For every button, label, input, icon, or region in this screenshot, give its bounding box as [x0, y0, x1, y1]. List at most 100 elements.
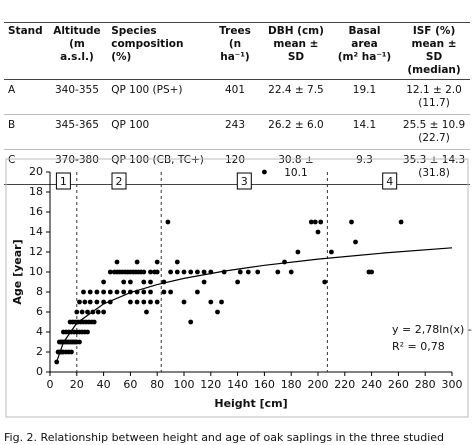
- x-tick-label: 180: [281, 378, 302, 391]
- header-cell: Stand: [4, 22, 47, 80]
- cell-line: 12.1 ± 2.0: [406, 84, 462, 96]
- point: [101, 309, 106, 315]
- chart-frame: [5, 158, 469, 418]
- cell-line: Trees: [219, 25, 251, 37]
- point: [107, 289, 113, 295]
- point: [154, 269, 160, 275]
- cell-line: (m a.s.l.): [60, 38, 94, 63]
- y-tick-label: 16: [29, 205, 43, 218]
- table-cell: 19.1: [330, 79, 399, 115]
- cell-line: composition (%): [111, 38, 184, 63]
- point: [174, 259, 180, 265]
- point: [54, 359, 60, 365]
- r-squared: R² = 0,78: [392, 340, 445, 353]
- cell-line: (m² ha⁻¹): [337, 51, 392, 63]
- point: [174, 269, 180, 275]
- point: [79, 309, 85, 315]
- point: [85, 329, 90, 335]
- point: [349, 219, 354, 225]
- table-cell: QP 100 (PS+): [107, 79, 209, 115]
- point: [161, 289, 167, 295]
- point: [121, 289, 127, 295]
- x-tick-label: 240: [361, 378, 382, 391]
- region-box: [236, 172, 252, 190]
- cell-line: 30.8 ± 10.1: [278, 154, 314, 179]
- cell-line: mean ± SD: [411, 38, 457, 63]
- point: [154, 299, 160, 305]
- point: [288, 269, 294, 275]
- point: [101, 289, 106, 295]
- y-tick-label: 18: [29, 185, 43, 198]
- cell-line: B: [8, 119, 16, 131]
- point: [114, 259, 120, 265]
- table-cell: 14.1: [330, 114, 399, 150]
- y-tick-label: 6: [36, 305, 43, 318]
- point: [87, 299, 93, 305]
- point: [101, 279, 106, 285]
- x-tick-label: 260: [388, 378, 409, 391]
- point: [208, 299, 214, 305]
- cell-line: 370-380: [55, 154, 99, 166]
- header-cell: Trees (n ha⁻¹): [208, 22, 262, 80]
- point: [255, 269, 261, 275]
- cell-line: Altitude: [53, 25, 101, 37]
- cell-line: 243: [224, 119, 245, 131]
- cell-line: 14.1: [352, 119, 377, 131]
- cell-line: 25.5 ± 10.9: [402, 119, 466, 131]
- point: [315, 229, 321, 235]
- cell-line: 35.3 ± 14.3: [402, 154, 466, 166]
- y-tick-label: 20: [29, 165, 43, 178]
- cell-line: 120: [224, 154, 245, 166]
- cell-line: (22.7): [418, 132, 450, 144]
- point: [87, 289, 93, 295]
- x-tick-label: 200: [308, 378, 329, 391]
- point: [127, 279, 133, 285]
- y-tick-label: 2: [36, 345, 43, 358]
- cell-line: 9.3: [356, 154, 373, 166]
- table-cell: 345-365: [46, 114, 108, 150]
- region-label: 4: [386, 175, 393, 188]
- region-label: 3: [241, 175, 248, 188]
- region-box: [55, 172, 71, 190]
- table-row: B 345-365 QP 100 243 26.2 ± 6.0 14.1 25.5 ± 10…: [4, 114, 470, 150]
- point: [141, 279, 147, 285]
- point: [81, 289, 86, 295]
- header-row: Stand Altitude (m a.s.l.) Species compositio…: [4, 22, 470, 80]
- region-box: [382, 172, 398, 190]
- point: [121, 279, 127, 285]
- point: [369, 269, 374, 275]
- table-cell: 243: [208, 114, 262, 150]
- point: [235, 279, 241, 285]
- point: [312, 219, 318, 225]
- point: [148, 289, 153, 295]
- cell-line: (n ha⁻¹): [220, 38, 250, 63]
- point: [318, 219, 324, 225]
- point: [165, 219, 171, 225]
- point: [245, 269, 251, 275]
- x-tick-label: 300: [442, 378, 463, 391]
- point: [141, 299, 147, 305]
- point: [262, 169, 267, 175]
- cell-line: 401: [224, 84, 245, 96]
- table-cell: 26.2 ± 6.0: [261, 114, 331, 150]
- header-cell: Species composition (%): [107, 22, 209, 80]
- cell-line: C: [8, 154, 16, 166]
- x-tick-label: 40: [97, 378, 111, 391]
- point: [95, 309, 101, 315]
- cell-line: (11.7): [418, 97, 450, 109]
- point: [77, 299, 82, 305]
- point: [181, 269, 187, 275]
- point: [82, 299, 88, 305]
- cell-line: 19.1: [352, 84, 377, 96]
- cell-line: ISF (%): [412, 25, 456, 37]
- point: [237, 269, 243, 275]
- stand-table: Stand Altitude (m a.s.l.) Species compositio…: [4, 22, 470, 185]
- cell-line: mean ± SD: [273, 38, 319, 63]
- x-tick-label: 120: [200, 378, 221, 391]
- point: [74, 309, 80, 315]
- point: [85, 309, 90, 315]
- x-tick-label: 0: [47, 378, 54, 391]
- cell-line: 22.4 ± 7.5: [268, 84, 324, 96]
- point: [141, 289, 147, 295]
